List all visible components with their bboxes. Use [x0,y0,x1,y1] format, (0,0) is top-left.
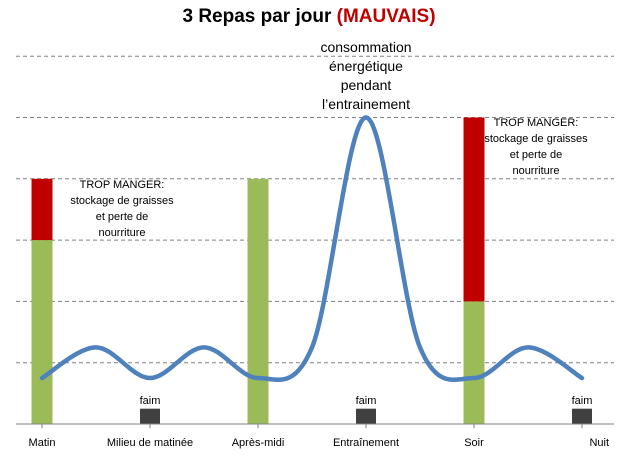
annotation-trop2-line: et perte de [510,149,563,161]
chart-title: 3 Repas par jour (MAUVAIS) [0,6,618,28]
annotation-trop1-line: et perte de [96,211,149,223]
annotation-conso-line: pendant [341,77,392,93]
annotation-conso-line: l’entrainement [322,96,410,112]
energy-curve-layer [39,115,585,382]
gridlines [16,55,614,364]
x-tick-label: Après-midi [232,437,285,449]
faim-marker [140,408,160,424]
x-tick-label: Entraînement [333,437,399,449]
bar-segment [463,117,485,302]
annotation-trop2-line: nourriture [512,165,559,177]
annotation-faim2-line: faim [356,395,377,407]
annotation-trop2-line: stockage de graisses [484,133,588,145]
x-axis-ticks: Matin Milieu de matinée Après-midi Entraîne… [29,424,609,449]
chart-title-main: 3 Repas par jour [182,6,332,27]
x-tick-label: Matin [29,437,56,449]
bars [31,117,592,424]
faim-marker [572,408,592,424]
annotation-trop2-line: TROP MANGER: [494,117,579,129]
annotation-trop1-line: nourriture [98,227,145,239]
x-tick-label: Soir [464,437,484,449]
annotation-faim3-line: faim [572,395,593,407]
annotation-conso-line: énergétique [329,58,403,74]
x-tick-label: Milieu de matinée [107,437,193,449]
faim-marker [356,408,376,424]
annotation-trop1-line: stockage de graisses [70,195,174,207]
chart-title-highlight: (MAUVAIS) [336,6,436,27]
energy-curve [39,115,585,382]
annotation-conso-line: consommation [320,39,411,55]
bar-segment [31,178,53,241]
annotation-trop1-line: TROP MANGER: [80,179,165,191]
annotations: faim faim faim TROP MANGER: stockage de grai… [70,39,592,407]
annotation-faim1-line: faim [140,395,161,407]
bar-segment [463,301,485,424]
x-tick-label: Nuit [589,437,609,449]
bar-segment [247,178,269,424]
bar-segment [31,240,53,424]
